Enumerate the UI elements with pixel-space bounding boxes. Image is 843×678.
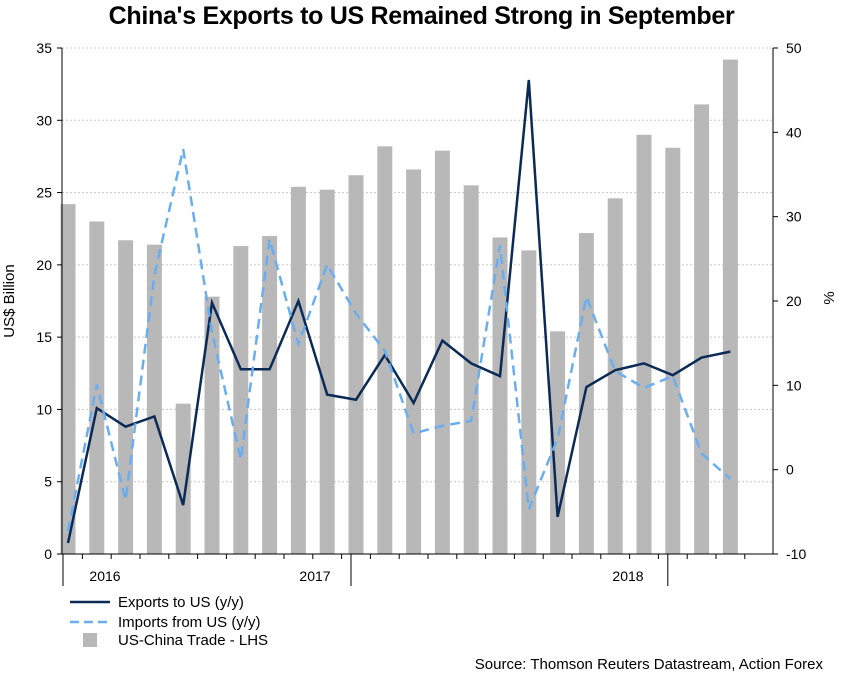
trade-bar [578, 233, 594, 554]
trade-bar [694, 104, 710, 554]
trade-bar [434, 150, 450, 554]
left-tick-label: 25 [36, 185, 52, 201]
left-tick-label: 30 [36, 112, 52, 128]
right-tick-label: 0 [786, 462, 794, 478]
right-tick-label: 30 [786, 209, 802, 225]
legend-label-exports: Exports to US (y/y) [118, 593, 244, 611]
legend-swatch-imports [68, 612, 112, 632]
legend-item-exports: Exports to US (y/y) [68, 592, 244, 612]
x-tick-label: 2017 [299, 568, 330, 584]
trade-bar [290, 186, 306, 554]
trade-bar [636, 134, 652, 554]
trade-bar [262, 235, 278, 554]
left-tick-label: 5 [44, 474, 52, 490]
trade-bars [60, 59, 738, 555]
legend-label-imports: Imports from US (y/y) [118, 613, 261, 631]
left-tick-label: 35 [36, 40, 52, 56]
left-tick-label: 20 [36, 257, 52, 273]
trade-bar [60, 204, 76, 554]
trade-bar [492, 237, 508, 555]
trade-bar [665, 147, 681, 555]
gridlines [62, 47, 773, 483]
x-tick-label: 2018 [612, 568, 643, 584]
legend-swatch-exports [68, 592, 112, 612]
right-axis-label: % [821, 291, 838, 304]
legend-item-imports: Imports from US (y/y) [68, 612, 261, 632]
trade-bar [348, 175, 364, 555]
x-tick-label: 2016 [89, 568, 120, 584]
axes: 0 5 10 15 20 25 30 35 -10 0 10 20 30 40 50 2016 2017 2018… [1, 40, 838, 586]
left-tick-label: 0 [44, 546, 52, 562]
legend-label-trade: US-China Trade - LHS [118, 631, 269, 649]
left-axis-label: US$ Billion [1, 264, 18, 337]
trade-bar [319, 189, 335, 554]
trade-bar [463, 185, 479, 555]
right-tick-label: 40 [786, 124, 802, 140]
right-tick-label: 10 [786, 377, 802, 393]
trade-bar [406, 169, 422, 554]
series-lines [66, 79, 732, 544]
chart-title: China's Exports to US Remained Strong in… [108, 2, 735, 30]
trade-bar [146, 244, 162, 555]
exports-line [66, 79, 731, 544]
legend-swatch-trade [68, 630, 112, 650]
trade-bar [233, 246, 249, 554]
trade-bar [118, 240, 134, 554]
trade-bar [175, 403, 191, 554]
right-tick-label: -10 [786, 546, 806, 562]
trade-bar [607, 198, 623, 554]
right-tick-label: 50 [786, 40, 802, 56]
left-tick-label: 15 [36, 329, 52, 345]
left-tick-label: 10 [36, 401, 52, 417]
chart-area: 0 5 10 15 20 25 30 35 -10 0 10 20 30 40 50 2016 2017 2018… [1, 40, 838, 586]
trade-bar [722, 59, 738, 555]
source-note: Source: Thomson Reuters Datastream, Acti… [474, 656, 823, 673]
right-tick-label: 20 [786, 293, 802, 309]
imports-line [66, 148, 732, 532]
legend-item-trade: US-China Trade - LHS [68, 630, 268, 650]
trade-bar [204, 296, 220, 554]
